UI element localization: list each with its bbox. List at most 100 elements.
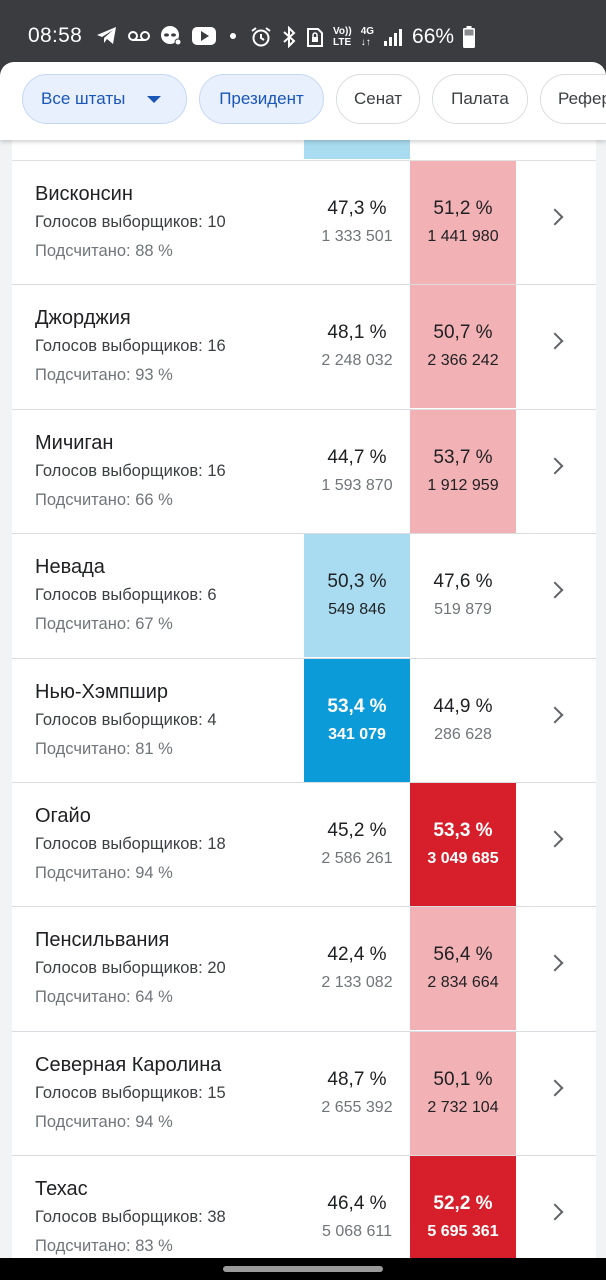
state-row[interactable]: Мичиган Голосов выборщиков: 16 Подсчитано:…	[12, 409, 596, 535]
results-list: Висконсин Голосов выборщиков: 10 Подсчитан…	[0, 140, 606, 1258]
chevron-right-icon[interactable]	[546, 954, 564, 972]
electoral-votes-label: Голосов выборщиков:	[35, 586, 208, 605]
rep-result-cell: 50,7 % 2 366 242	[410, 285, 516, 409]
electoral-votes: Голосов выборщиков: 16	[35, 462, 226, 481]
electoral-votes-value: 16	[207, 337, 226, 356]
counted-value: 64 %	[135, 988, 173, 1007]
counted-label: Подсчитано:	[35, 863, 136, 882]
rep-percent: 56,4 %	[433, 944, 493, 966]
electoral-votes-value: 6	[207, 586, 217, 605]
rep-percent: 52,2 %	[433, 1193, 493, 1215]
state-row[interactable]: Северная Каролина Голосов выборщиков: 15 П…	[12, 1031, 596, 1157]
state-row[interactable]: Джорджия Голосов выборщиков: 16 Подсчитано…	[12, 285, 596, 410]
state-row[interactable]: Невада Голосов выборщиков: 6 Подсчитано: 6…	[12, 534, 596, 659]
chevron-right-icon[interactable]	[546, 1079, 564, 1097]
rep-percent: 53,3 %	[433, 819, 493, 841]
rep-result-cell: 50,1 % 2 732 104	[410, 1031, 516, 1155]
chevron-right-icon[interactable]	[546, 706, 564, 724]
voicemail-icon	[128, 29, 151, 43]
chevron-right-icon[interactable]	[546, 1203, 564, 1221]
state-row[interactable]: Огайо Голосов выборщиков: 18 Подсчитано: 9…	[12, 782, 596, 908]
status-time: 08:58	[28, 24, 83, 47]
dem-votes: 1 593 870	[321, 476, 393, 494]
counted-percent: Подсчитано: 94 %	[35, 864, 173, 883]
dem-result-cell: 47,3 % 1 333 501	[304, 161, 410, 284]
chevron-right-icon[interactable]	[546, 332, 564, 350]
dem-votes: 2 133 082	[321, 974, 393, 992]
rep-percent: 44,9 %	[433, 695, 493, 717]
counted-label: Подсчитано:	[35, 366, 136, 385]
electoral-votes: Голосов выборщиков: 20	[35, 959, 226, 978]
chevron-right-icon[interactable]	[546, 581, 564, 599]
state-row[interactable]: Техас Голосов выборщиков: 38 Подсчитано: 8…	[12, 1156, 596, 1258]
state-name: Пенсильвания	[35, 929, 170, 952]
chevron-right-icon[interactable]	[546, 830, 564, 848]
counted-value: 94 %	[135, 863, 173, 882]
chevron-right-icon[interactable]	[546, 208, 564, 226]
rep-result-cell: 47,6 % 519 879	[410, 534, 516, 658]
chip-president[interactable]: Президент	[199, 74, 324, 124]
dem-result-cell: 42,4 % 2 133 082	[304, 907, 410, 1031]
state-row[interactable]: Пенсильвания Голосов выборщиков: 20 Подсчи…	[12, 907, 596, 1032]
counted-percent: Подсчитано: 88 %	[35, 242, 173, 261]
counted-value: 88 %	[135, 242, 173, 260]
state-name: Огайо	[35, 804, 91, 827]
state-name: Нью-Хэмпшир	[35, 680, 168, 703]
chip-all-states[interactable]: Все штаты	[22, 74, 187, 124]
state-row[interactable]: Нью-Хэмпшир Голосов выборщиков: 4 Подсчита…	[12, 658, 596, 783]
electoral-votes: Голосов выборщиков: 10	[35, 213, 226, 232]
electoral-votes-label: Голосов выборщиков:	[35, 337, 208, 356]
dem-result-cell: 50,3 % 549 846	[304, 534, 410, 658]
dem-percent: 45,2 %	[327, 819, 387, 841]
chevron-right-icon[interactable]	[546, 457, 564, 475]
chip-house[interactable]: Палата	[432, 74, 528, 124]
telegram-icon	[96, 26, 118, 46]
counted-label: Подсчитано:	[35, 490, 136, 509]
dem-percent: 42,4 %	[327, 944, 387, 966]
electoral-votes-label: Голосов выборщиков:	[35, 834, 208, 853]
dem-percent: 48,7 %	[327, 1068, 387, 1090]
dem-percent: 44,7 %	[327, 446, 387, 468]
dem-votes: 549 846	[328, 601, 386, 619]
dem-percent: 48,1 %	[327, 322, 387, 344]
state-rows: Висконсин Голосов выборщиков: 10 Подсчитан…	[12, 161, 596, 1258]
previous-row-dem-cell	[304, 140, 410, 159]
electoral-votes-value: 20	[207, 959, 226, 978]
rep-percent: 50,1 %	[433, 1068, 493, 1090]
network-4g-bottom: ↓↑	[360, 37, 371, 48]
volte-label: Vo)) LTE	[333, 26, 352, 48]
chip-senate[interactable]: Сенат	[336, 74, 420, 124]
counted-value: 93 %	[135, 366, 173, 385]
dropdown-arrow-icon	[147, 95, 162, 103]
electoral-votes: Голосов выборщиков: 15	[35, 1084, 226, 1103]
chip-house-label: Палата	[451, 89, 509, 108]
rep-votes: 1 441 980	[427, 228, 499, 245]
dem-result-cell: 53,4 % 341 079	[304, 658, 410, 782]
rep-votes: 519 879	[434, 601, 492, 619]
counted-percent: Подсчитано: 66 %	[35, 491, 173, 510]
chip-referendum[interactable]: Референдум	[540, 74, 606, 124]
navigation-bar	[0, 1258, 606, 1280]
dem-percent: 46,4 %	[327, 1193, 387, 1215]
counted-label: Подсчитано:	[35, 739, 136, 758]
counted-label: Подсчитано:	[35, 1112, 136, 1131]
counted-percent: Подсчитано: 94 %	[35, 1113, 173, 1132]
home-gesture-pill[interactable]	[223, 1266, 383, 1272]
rep-percent: 50,7 %	[433, 322, 493, 344]
rep-percent: 51,2 %	[433, 198, 493, 219]
battery-percent: 66%	[412, 25, 455, 48]
previous-row-stub	[12, 140, 596, 161]
dem-votes: 2 586 261	[321, 849, 393, 867]
dem-result-cell: 44,7 % 1 593 870	[304, 409, 410, 533]
electoral-votes-label: Голосов выборщиков:	[35, 710, 208, 729]
counted-label: Подсчитано:	[35, 1237, 136, 1256]
state-row[interactable]: Висконсин Голосов выборщиков: 10 Подсчитан…	[12, 161, 596, 286]
counted-percent: Подсчитано: 67 %	[35, 615, 173, 634]
alien-icon	[160, 25, 182, 47]
state-name: Висконсин	[35, 183, 133, 205]
dem-votes: 2 248 032	[321, 352, 393, 370]
state-name: Невада	[35, 556, 105, 579]
electoral-votes: Голосов выборщиков: 16	[35, 337, 226, 356]
counted-value: 66 %	[135, 490, 173, 509]
counted-value: 67 %	[135, 615, 173, 634]
